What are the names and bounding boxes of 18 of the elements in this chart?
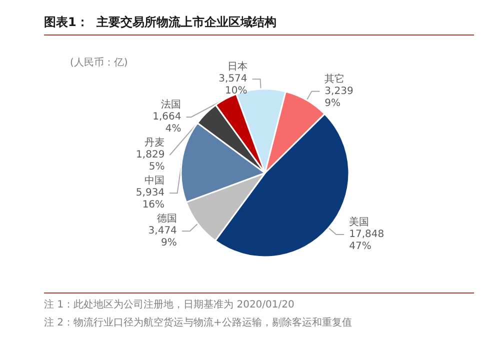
data-label: 1,829 5%	[136, 150, 165, 173]
slice-label: 中国	[144, 174, 165, 187]
data-label: 3,574 10%	[218, 74, 248, 97]
slice-label: 法国	[161, 98, 182, 111]
data-label: 5,934 16%	[136, 188, 165, 211]
slice-label: 其它	[324, 72, 345, 85]
data-label: 3,474 9%	[148, 226, 177, 249]
slice-label: 日本	[227, 60, 248, 73]
slice-label: 丹麦	[144, 136, 165, 149]
chart-title: 图表1： 主要交易所物流上市企业区域结构	[44, 15, 277, 29]
text: 注 2：物流行业口径为航空货运与物流+公路运输，剔除客运和重复值	[44, 316, 352, 328]
data-label: 1,664 4%	[152, 112, 182, 135]
text: (人民币：亿)	[70, 56, 128, 68]
data-label: 3,239 9%	[324, 86, 354, 109]
data-label: 17,848 47%	[349, 228, 384, 252]
text: 注 1：此处地区为公司注册地，日期基准为 2020/01/20	[44, 298, 294, 310]
slice-label: 美国	[349, 216, 370, 228]
slice-label: 德国	[156, 214, 177, 225]
